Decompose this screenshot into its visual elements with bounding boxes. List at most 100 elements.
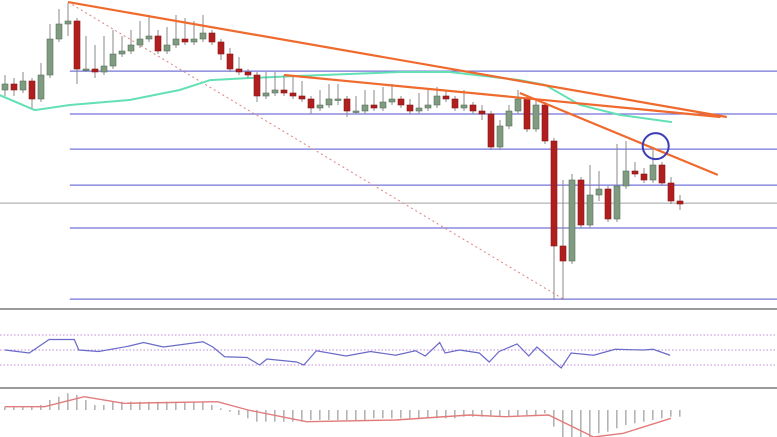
candlestick xyxy=(244,69,252,78)
candle-body xyxy=(271,89,279,94)
macd-histogram-bar xyxy=(211,405,213,410)
candle-body xyxy=(289,92,297,97)
candlestick xyxy=(523,96,531,132)
candle-body xyxy=(199,32,207,40)
candle-body xyxy=(226,53,234,70)
candle-body xyxy=(190,38,198,43)
macd-histogram-bar xyxy=(67,393,69,410)
candlestick xyxy=(613,144,621,222)
candlestick xyxy=(649,150,657,183)
candle-body xyxy=(424,104,432,109)
macd-histogram-bar xyxy=(679,410,681,417)
candlestick xyxy=(307,96,315,114)
macd-histogram-bar xyxy=(391,410,393,419)
candlestick xyxy=(496,120,504,150)
macd-histogram-bar xyxy=(553,410,555,427)
candlestick xyxy=(676,195,684,210)
candlestick xyxy=(82,36,90,72)
macd-histogram-bar xyxy=(238,410,240,415)
candle-body xyxy=(352,110,360,113)
candlestick xyxy=(289,75,297,99)
macd-histogram-bar xyxy=(517,410,519,417)
candlestick xyxy=(73,18,81,84)
macd-histogram-bar xyxy=(490,410,492,417)
candlestick xyxy=(424,90,432,111)
macd-histogram-bar xyxy=(13,406,15,410)
candlestick xyxy=(595,171,603,201)
candlestick xyxy=(325,84,333,108)
macd-histogram-bar xyxy=(283,410,285,422)
macd-histogram-bar xyxy=(85,400,87,410)
candle-body xyxy=(145,35,153,40)
macd-histogram-bar xyxy=(409,410,411,419)
candlestick xyxy=(316,90,324,111)
macd-histogram-bar xyxy=(652,410,654,420)
candlestick xyxy=(55,9,63,42)
macd-histogram-bar xyxy=(508,410,510,417)
macd-signal-line xyxy=(5,395,672,437)
candle-body xyxy=(631,170,639,175)
candlestick xyxy=(631,162,639,177)
highlight-circle xyxy=(641,132,670,161)
candle-body xyxy=(460,104,468,109)
candle-body xyxy=(469,104,477,112)
candlestick xyxy=(280,75,288,96)
candlestick xyxy=(127,30,135,54)
candlestick xyxy=(118,36,126,57)
macd-histogram-bar xyxy=(400,410,402,419)
macd-histogram-bar xyxy=(112,401,114,410)
candlestick xyxy=(46,24,54,78)
macd-histogram-bar xyxy=(355,410,357,420)
macd-histogram-bar xyxy=(292,410,294,422)
macd-histogram-bar xyxy=(598,410,600,434)
candle-body xyxy=(604,188,612,220)
candle-body xyxy=(244,71,252,76)
macd-histogram-bar xyxy=(445,410,447,419)
candle-body xyxy=(676,200,684,205)
macd-histogram-bar xyxy=(184,401,186,410)
macd-histogram-bar xyxy=(40,405,42,410)
candlestick xyxy=(10,78,18,96)
candle-body xyxy=(667,182,675,202)
candlestick xyxy=(559,180,567,300)
macd-histogram-bar xyxy=(562,410,564,437)
candle-body xyxy=(559,245,567,262)
candlestick xyxy=(388,84,396,105)
macd-histogram-bar xyxy=(139,401,141,410)
macd-histogram-bar xyxy=(418,410,420,419)
macd-histogram-bar xyxy=(427,410,429,419)
candle-body xyxy=(451,98,459,109)
macd-histogram-bar xyxy=(202,401,204,410)
macd-histogram-bar xyxy=(301,410,303,422)
candlestick xyxy=(550,138,558,300)
candle-body xyxy=(640,173,648,181)
macd-histogram-bar xyxy=(571,410,573,437)
candle-body xyxy=(433,95,441,106)
candlestick xyxy=(415,93,423,114)
macd-histogram-bar xyxy=(472,410,474,417)
macd-panel xyxy=(4,393,681,437)
candlestick xyxy=(109,30,117,69)
candle-body xyxy=(361,104,369,112)
macd-histogram-bar xyxy=(463,410,465,417)
candlestick xyxy=(604,186,612,222)
macd-histogram-bar xyxy=(589,410,591,437)
price-panel xyxy=(0,1,777,301)
candle-body xyxy=(172,38,180,46)
macd-histogram-bar xyxy=(535,410,537,415)
candle-body xyxy=(235,68,243,73)
candlestick xyxy=(514,90,522,114)
candle-body xyxy=(262,92,270,97)
candlestick xyxy=(199,15,207,42)
candlestick xyxy=(145,15,153,42)
candle-body xyxy=(541,104,549,142)
candlestick xyxy=(298,81,306,102)
trendline xyxy=(283,73,721,119)
macd-histogram-bar xyxy=(76,395,78,410)
candlestick xyxy=(334,84,342,105)
candlestick xyxy=(262,72,270,99)
candlestick xyxy=(100,36,108,75)
candlestick xyxy=(208,30,216,45)
candlestick xyxy=(343,96,351,117)
